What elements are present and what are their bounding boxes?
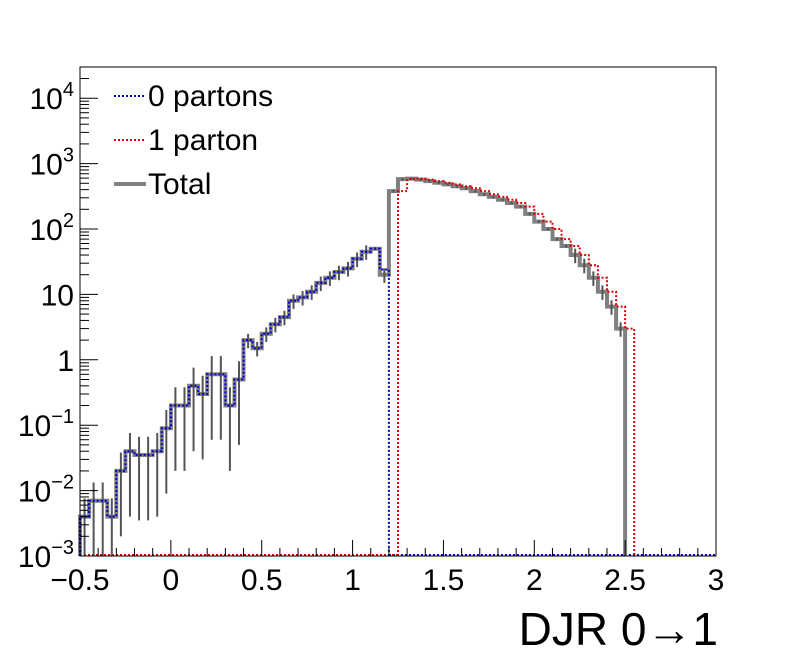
legend-label: 1 parton — [148, 124, 258, 157]
legend-label: 0 partons — [148, 80, 273, 113]
plot-frame — [79, 66, 717, 557]
legend-entry-0-partons: 0 partons — [114, 80, 273, 113]
y-tick-label: 10−2 — [18, 472, 74, 509]
x-tick-label: 0.5 — [241, 564, 283, 597]
x-tick-label: 2 — [526, 564, 543, 597]
x-axis-label: DJR 0→1 — [519, 603, 718, 655]
legend-entry-total: Total — [114, 168, 211, 201]
y-tick-label: 10−3 — [18, 537, 74, 574]
legend-entry-1-parton: 1 parton — [114, 124, 258, 157]
y-tick-label: 1 — [57, 345, 74, 378]
x-tick-label: 1 — [344, 564, 361, 597]
y-tick-label: 10−1 — [18, 406, 74, 443]
x-tick-label: 1.5 — [423, 564, 465, 597]
x-tick-label: −0.5 — [50, 564, 109, 597]
y-tick-label: 102 — [30, 210, 75, 247]
x-tick-label: 3 — [708, 564, 725, 597]
x-tick-label: 0 — [163, 564, 180, 597]
x-tick-label: 2.5 — [604, 564, 646, 597]
y-tick-label: 10 — [41, 279, 74, 312]
series-0-partons-line — [79, 247, 390, 556]
series-total-line — [78, 176, 628, 556]
series-1-parton-line — [397, 177, 636, 556]
y-tick-label: 103 — [30, 145, 75, 182]
legend: 0 partons 1 parton Total — [114, 80, 273, 201]
legend-label: Total — [148, 168, 211, 201]
y-tick-label: 104 — [30, 79, 75, 116]
